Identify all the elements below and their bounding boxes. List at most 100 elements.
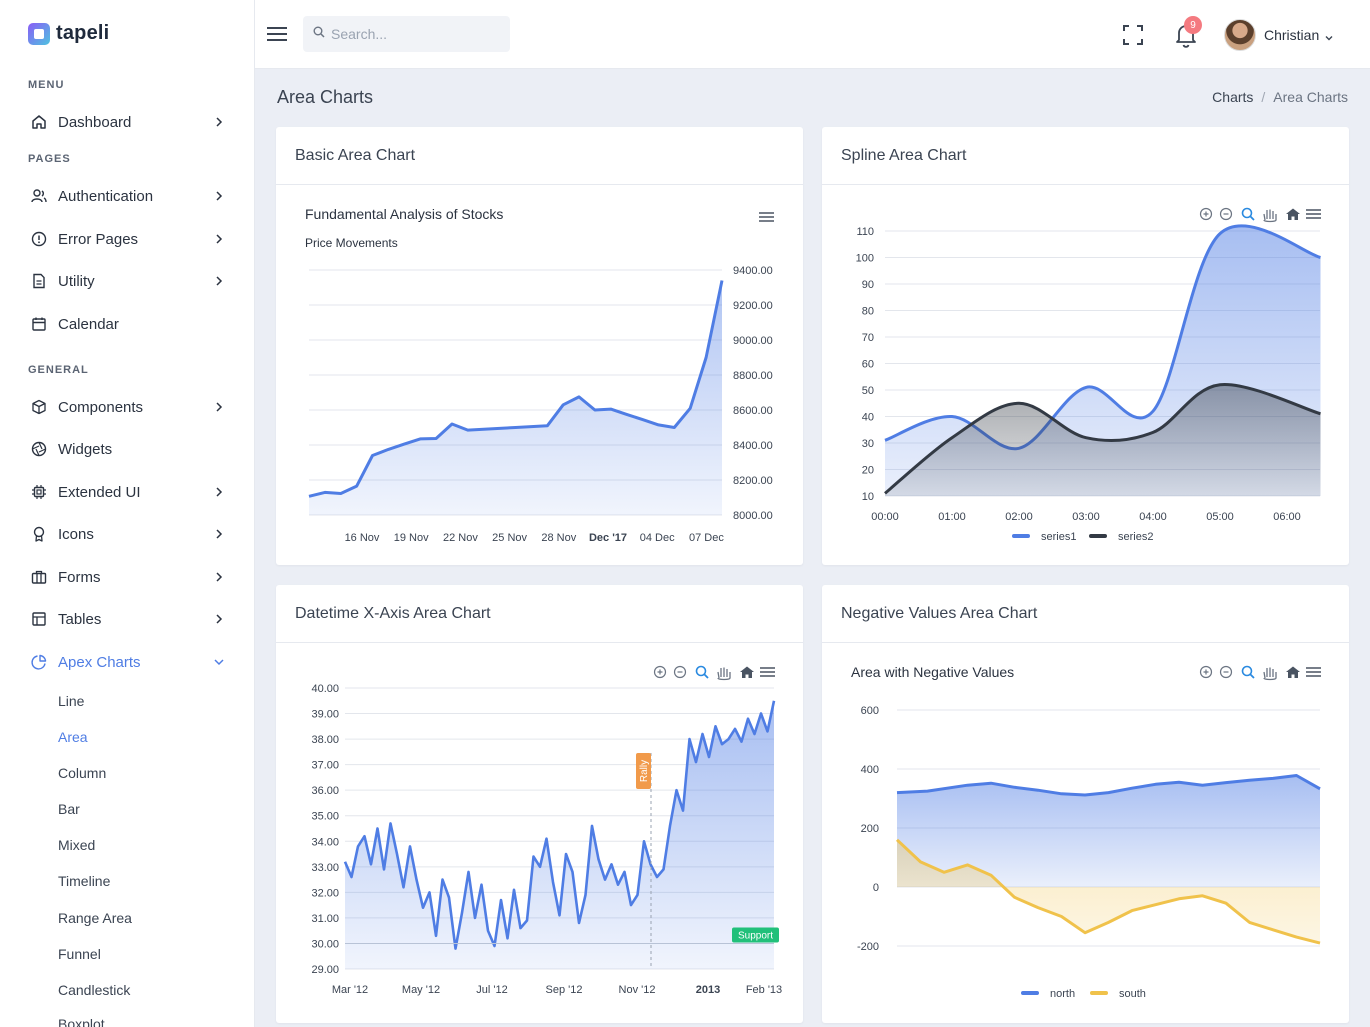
rally-label-box [636,753,651,789]
search-input[interactable] [331,26,491,42]
sub-item-candlestick[interactable]: Candlestick [58,982,131,998]
selection-zoom-handle [1249,673,1255,679]
support-label: Support [738,930,773,941]
sidebar-item-label: Utility [58,272,95,290]
sidebar-item-label: Error Pages [58,230,139,248]
sidebar-item-forms[interactable]: Forms [30,565,226,589]
y-tick-label: 600 [861,705,879,717]
datetime-area-card: Datetime X-Axis Area Chart 40.00 39.00 38.… [276,585,803,1023]
box-icon [30,398,48,416]
selection-zoom-icon [695,665,707,677]
menu-toggle-icon[interactable] [266,24,288,44]
series-line-south [895,838,1321,945]
sidebar-item-apex-charts[interactable]: Apex Charts [30,650,226,674]
x-tick-label: 06:00 [1273,511,1301,523]
x-tick-label: Nov '12 [619,984,656,996]
sidebar-item-extended-ui[interactable]: Extended UI [30,480,226,504]
chart-menu-icon [1306,209,1321,219]
sidebar-item-label: Icons [58,525,94,543]
x-tick-label: 03:00 [1072,511,1100,523]
y-tick-label: 40 [862,412,874,424]
y-tick-label: 110 [856,226,874,238]
sidebar-item-utility[interactable]: Utility [30,269,226,293]
x-tick-label: 04:00 [1139,511,1167,523]
x-tick-label: 16 Nov [345,532,380,544]
x-tick-label: Sep '12 [546,984,583,996]
y-tick-label: 70 [862,332,874,344]
x-tick-label: 00:00 [871,511,899,523]
datetime-area-chart: 40.00 39.00 38.00 37.00 36.00 35.00 34.00 33.00… [311,665,782,996]
fullscreen-icon[interactable] [1121,23,1145,47]
sub-item-line[interactable]: Line [58,693,85,709]
topbar: 9 Christian [255,0,1370,69]
x-tick-label: 22 Nov [443,532,478,544]
y-tick-label: 400 [861,764,879,776]
sub-item-range-area[interactable]: Range Area [58,910,132,926]
area-fill-north [897,775,1320,887]
chevron-down-icon [212,655,226,669]
legend-marker-north [1021,991,1039,995]
sidebar-item-label: Calendar [58,315,119,333]
y-tick-label: 20 [862,465,874,477]
y-tick-label: 50 [862,385,874,397]
rally-label: Rally [639,760,650,782]
sidebar-item-tables[interactable]: Tables [30,607,226,631]
sidebar-item-error-pages[interactable]: Error Pages [30,227,226,251]
alert-circle-icon [30,230,48,248]
chevron-right-icon [212,115,226,129]
sub-item-column[interactable]: Column [58,765,107,781]
y-tick-label: 9200.00 [733,300,773,312]
sidebar-item-label: Apex Charts [58,653,141,671]
sub-item-boxplot[interactable]: Boxplot [58,1016,105,1027]
brand[interactable]: tapeli [28,22,109,45]
y-tick-label: 9000.00 [733,335,773,347]
y-tick-label: 40.00 [311,683,339,695]
file-text-icon [30,272,48,290]
zoom-out-icon [1219,665,1233,679]
zoom-in-icon [653,665,667,679]
sidebar-item-calendar[interactable]: Calendar [30,312,226,336]
sidebar-item-icons[interactable]: Icons [30,522,226,546]
user-menu[interactable]: Christian [1224,18,1334,52]
sub-item-timeline[interactable]: Timeline [58,873,111,889]
y-tick-label: 8400.00 [733,440,773,452]
calendar-icon [30,315,48,333]
sub-item-area[interactable]: Area [58,729,88,745]
reset-home-icon [1286,666,1300,678]
breadcrumb-link[interactable]: Charts [1212,89,1254,105]
breadcrumb-separator: / [1261,89,1266,105]
pan-icon [1263,667,1277,681]
sub-item-mixed[interactable]: Mixed [58,837,96,853]
y-tick-label: 29.00 [311,964,339,976]
chart-menu-icon [759,212,774,222]
sidebar-item-dashboard[interactable]: Dashboard [30,110,226,134]
legend-label: south [1119,988,1146,1000]
y-tick-label: 8000.00 [733,510,773,522]
negative-area-card: Negative Values Area Chart Area with Neg… [822,585,1349,1023]
table-icon [30,610,48,628]
notification-badge: 9 [1184,16,1202,34]
x-tick-label: Dec '17 [589,532,627,544]
y-tick-label: 200 [861,823,879,835]
sidebar-item-authentication[interactable]: Authentication [30,184,226,208]
chart-subtitle: Price Movements [305,236,398,250]
legend-marker-series2 [1089,534,1107,538]
chevron-right-icon [212,527,226,541]
search-icon [313,25,325,43]
y-tick-label: 34.00 [311,836,339,848]
sub-item-funnel[interactable]: Funnel [58,946,101,962]
page-title: Area Charts [277,87,374,107]
series-line [343,700,776,950]
pan-icon [717,667,731,681]
chart-toolbar [1199,207,1321,223]
sub-item-bar[interactable]: Bar [58,801,80,817]
sidebar-item-components[interactable]: Components [30,395,226,419]
y-tick-label: 0 [873,882,879,894]
briefcase-icon [30,568,48,586]
chart-menu-icon [760,667,775,677]
reset-home-icon [1286,208,1300,220]
zoom-in-icon-plus [1203,669,1209,675]
sidebar-item-widgets[interactable]: Widgets [30,437,226,461]
section-menu: MENU [28,79,65,91]
zoom-in-icon [1199,207,1213,221]
